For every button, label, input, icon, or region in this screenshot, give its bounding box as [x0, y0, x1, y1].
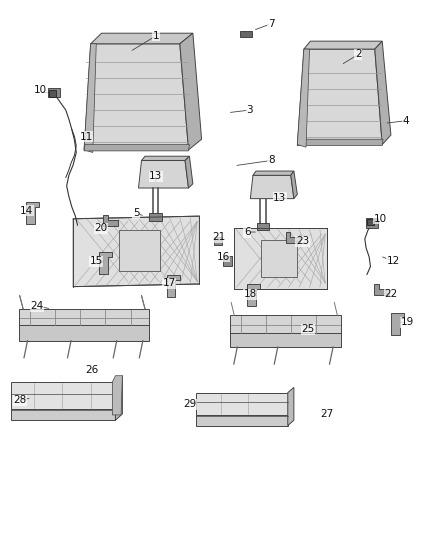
Text: 4: 4	[403, 116, 410, 126]
Polygon shape	[119, 230, 160, 271]
Polygon shape	[230, 316, 341, 334]
Text: 26: 26	[85, 365, 99, 375]
Text: 12: 12	[386, 256, 400, 266]
Text: 1: 1	[152, 31, 159, 41]
Text: 23: 23	[296, 236, 309, 246]
Text: 3: 3	[246, 105, 253, 115]
Text: 27: 27	[320, 409, 334, 419]
Polygon shape	[73, 216, 199, 287]
Polygon shape	[84, 144, 189, 151]
Polygon shape	[26, 202, 39, 224]
Polygon shape	[223, 256, 233, 266]
Polygon shape	[196, 393, 288, 416]
Polygon shape	[297, 49, 382, 144]
Polygon shape	[11, 409, 116, 420]
Text: 14: 14	[20, 206, 33, 216]
Text: 13: 13	[273, 192, 286, 203]
Polygon shape	[11, 382, 116, 410]
Polygon shape	[91, 33, 193, 44]
Polygon shape	[297, 49, 310, 147]
Polygon shape	[113, 376, 122, 415]
Text: 20: 20	[94, 223, 107, 233]
Polygon shape	[234, 228, 327, 289]
Polygon shape	[304, 41, 382, 49]
Text: 22: 22	[384, 289, 398, 299]
Polygon shape	[253, 171, 294, 175]
Text: 11: 11	[80, 132, 93, 142]
Polygon shape	[366, 218, 378, 228]
Polygon shape	[47, 88, 60, 98]
Text: 16: 16	[217, 252, 230, 262]
Text: 15: 15	[90, 256, 103, 266]
Text: 17: 17	[162, 278, 176, 288]
Polygon shape	[19, 309, 149, 326]
Text: 28: 28	[13, 395, 26, 405]
Text: 6: 6	[244, 227, 251, 237]
Text: 19: 19	[400, 317, 413, 327]
Polygon shape	[149, 214, 162, 221]
Polygon shape	[291, 171, 297, 199]
Polygon shape	[167, 275, 180, 297]
Polygon shape	[141, 156, 189, 160]
Polygon shape	[84, 44, 96, 152]
Text: 5: 5	[133, 208, 140, 219]
Text: 10: 10	[374, 214, 387, 224]
Text: 18: 18	[244, 289, 257, 299]
Polygon shape	[288, 387, 294, 425]
Text: 7: 7	[268, 19, 275, 29]
Text: 21: 21	[212, 232, 226, 243]
Polygon shape	[116, 376, 122, 420]
Polygon shape	[185, 156, 193, 188]
Polygon shape	[196, 415, 288, 425]
Text: 29: 29	[183, 399, 196, 409]
Polygon shape	[375, 41, 391, 144]
Polygon shape	[49, 91, 56, 97]
Polygon shape	[214, 237, 223, 245]
Polygon shape	[19, 325, 149, 341]
Polygon shape	[261, 240, 297, 277]
Text: 10: 10	[34, 85, 47, 95]
Text: 2: 2	[355, 50, 362, 59]
Text: 8: 8	[268, 156, 275, 165]
Polygon shape	[297, 139, 383, 146]
Polygon shape	[367, 219, 374, 225]
Polygon shape	[230, 333, 341, 347]
Polygon shape	[84, 44, 188, 150]
Polygon shape	[247, 284, 260, 306]
Polygon shape	[103, 215, 117, 225]
Polygon shape	[180, 33, 201, 150]
Text: 25: 25	[302, 324, 315, 334]
Text: 24: 24	[31, 301, 44, 311]
Polygon shape	[286, 232, 300, 243]
Polygon shape	[240, 30, 252, 37]
Polygon shape	[138, 160, 188, 188]
Polygon shape	[374, 284, 389, 295]
Polygon shape	[251, 175, 294, 199]
Text: 13: 13	[149, 172, 162, 181]
Polygon shape	[391, 313, 404, 335]
Polygon shape	[99, 252, 113, 274]
Polygon shape	[257, 223, 269, 230]
